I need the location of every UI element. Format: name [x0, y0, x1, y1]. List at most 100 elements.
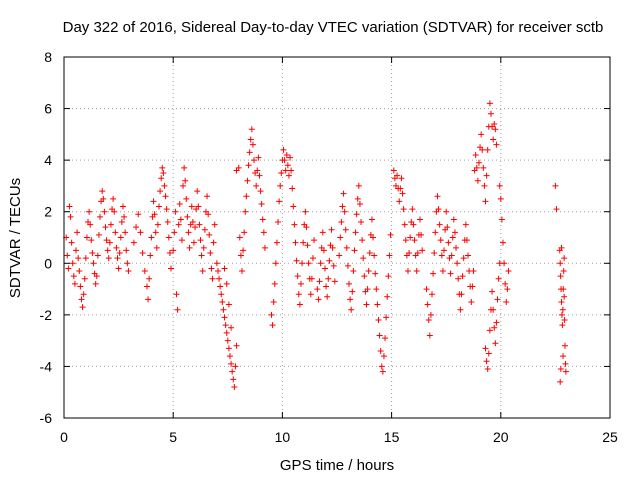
data-point	[356, 200, 363, 207]
data-point	[432, 229, 439, 236]
data-point	[376, 332, 383, 339]
data-point	[342, 226, 349, 233]
data-point	[154, 221, 161, 228]
data-point	[484, 366, 491, 373]
data-point	[83, 234, 90, 241]
data-point	[558, 298, 565, 305]
data-point	[490, 306, 497, 313]
data-point	[288, 167, 295, 174]
data-point	[236, 234, 243, 241]
data-point	[277, 182, 284, 189]
data-point	[350, 268, 357, 275]
data-point	[291, 221, 298, 228]
x-tick-label: 15	[384, 429, 400, 445]
data-point	[272, 260, 279, 267]
data-point	[270, 298, 277, 305]
data-point	[74, 229, 81, 236]
data-point	[197, 237, 204, 244]
data-point	[97, 213, 104, 220]
data-point	[331, 278, 338, 285]
data-point	[229, 368, 236, 375]
data-point	[386, 252, 393, 259]
data-point	[553, 206, 560, 213]
data-point	[383, 314, 390, 321]
data-point	[201, 226, 208, 233]
data-point	[425, 317, 432, 324]
data-point	[107, 221, 114, 228]
data-point	[315, 296, 322, 303]
data-point	[483, 358, 490, 365]
data-point	[181, 164, 188, 171]
data-point	[552, 182, 559, 189]
data-point	[185, 229, 192, 236]
data-point	[77, 283, 84, 290]
data-point	[366, 249, 373, 256]
data-point	[409, 206, 416, 213]
data-point	[224, 337, 231, 344]
data-point	[79, 304, 86, 311]
data-point	[143, 283, 150, 290]
data-point	[220, 306, 227, 313]
data-point	[482, 345, 489, 352]
data-point	[361, 273, 368, 280]
data-point	[268, 311, 275, 318]
data-point	[289, 185, 296, 192]
data-point	[214, 268, 221, 275]
data-point	[463, 237, 470, 244]
data-point	[314, 286, 321, 293]
data-point	[344, 262, 351, 269]
data-point	[462, 221, 469, 228]
data-point	[489, 288, 496, 295]
data-point	[182, 177, 189, 184]
data-point	[484, 146, 491, 153]
data-point	[308, 275, 315, 282]
data-point	[558, 244, 565, 251]
data-point	[429, 291, 436, 298]
data-point	[436, 221, 443, 228]
data-point	[282, 167, 289, 174]
data-point	[281, 157, 288, 164]
data-point	[69, 260, 76, 267]
data-point	[491, 324, 498, 331]
data-point	[338, 219, 345, 226]
data-point	[153, 244, 160, 251]
data-point	[339, 203, 346, 210]
data-point	[368, 216, 375, 223]
data-point	[171, 229, 178, 236]
data-point	[371, 252, 378, 259]
data-point	[146, 275, 153, 282]
data-point	[150, 198, 157, 205]
data-point	[223, 280, 230, 287]
data-point	[451, 229, 458, 236]
data-point	[390, 167, 397, 174]
data-point	[199, 268, 206, 275]
data-point	[247, 136, 254, 143]
data-point	[444, 224, 451, 231]
data-point	[228, 360, 235, 367]
data-point	[363, 301, 370, 308]
x-tick-label: 25	[602, 429, 618, 445]
data-point	[157, 188, 164, 195]
data-point	[497, 195, 504, 202]
data-point	[186, 244, 193, 251]
data-point	[237, 252, 244, 259]
data-point	[385, 273, 392, 280]
data-point	[561, 317, 568, 324]
data-point	[402, 237, 409, 244]
data-point	[494, 296, 501, 303]
data-point	[102, 224, 109, 231]
data-point	[418, 231, 425, 238]
data-point	[470, 268, 477, 275]
data-point	[117, 234, 124, 241]
data-point	[64, 252, 71, 259]
data-point	[343, 244, 350, 251]
data-point	[176, 200, 183, 207]
data-point	[139, 249, 146, 256]
data-point	[230, 376, 237, 383]
data-point	[486, 327, 493, 334]
data-point	[81, 275, 88, 282]
data-point	[205, 211, 212, 218]
data-point	[158, 175, 165, 182]
data-point	[341, 208, 348, 215]
